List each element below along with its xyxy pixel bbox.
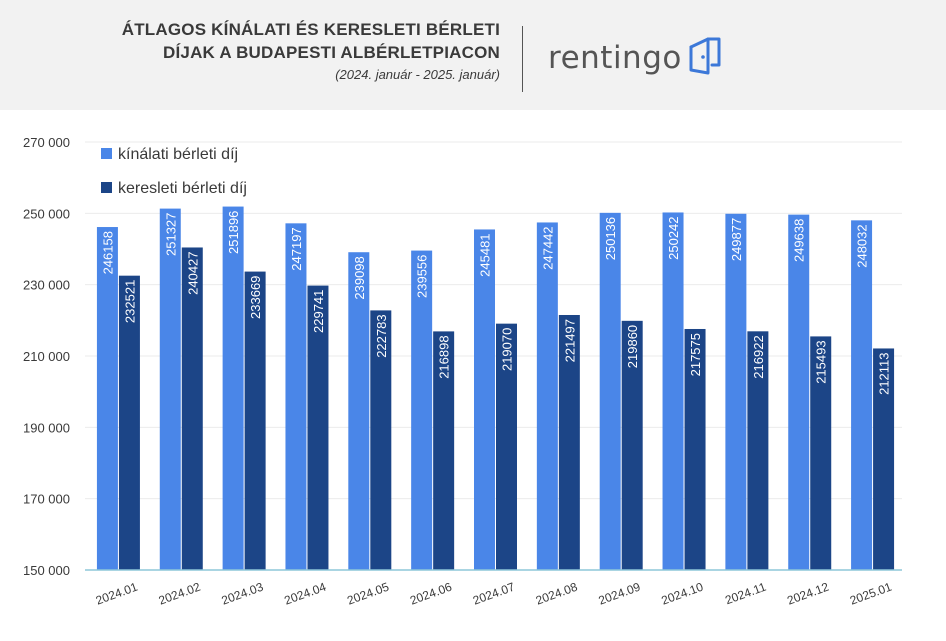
bar-demand (307, 285, 329, 570)
bar-demand (118, 275, 140, 570)
bar-offer (662, 212, 684, 570)
chart-title-line-2: DÍJAK A BUDAPESTI ALBÉRLETPIACON (163, 43, 500, 62)
bar-offer (159, 208, 181, 570)
bar-demand (684, 328, 706, 570)
data-label: 216922 (751, 335, 766, 378)
title-block: ÁTLAGOS KÍNÁLATI ÉS KERESLETI BÉRLETI DÍ… (122, 18, 500, 86)
data-label: 249638 (792, 219, 807, 262)
data-label: 239098 (352, 256, 367, 299)
x-tick-label: 2024.11 (723, 580, 768, 608)
data-label: 233669 (248, 276, 263, 319)
x-tick-label: 2024.07 (471, 580, 517, 608)
data-label: 216898 (437, 335, 452, 378)
header-divider (522, 26, 523, 92)
data-label: 248032 (855, 224, 870, 267)
bar-demand (244, 271, 266, 570)
data-label: 217575 (688, 333, 703, 376)
y-tick-label: 170 000 (23, 492, 70, 507)
legend-label: kínálati bérleti díj (118, 146, 238, 163)
data-label: 215493 (814, 340, 829, 383)
chart-subtitle: (2024. január - 2025. január) (335, 67, 500, 82)
data-label: 229741 (311, 290, 326, 333)
x-tick-label: 2024.01 (94, 580, 140, 608)
data-label: 232521 (122, 280, 137, 323)
x-tick-label: 2024.02 (157, 580, 203, 608)
data-label: 247197 (289, 227, 304, 270)
x-tick-label: 2024.08 (534, 580, 580, 608)
x-tick-label: 2024.05 (345, 580, 391, 608)
data-label: 249877 (729, 218, 744, 261)
data-label: 245481 (478, 233, 493, 276)
bar-demand (810, 336, 832, 570)
data-label: 219070 (500, 328, 515, 371)
y-tick-label: 150 000 (23, 563, 70, 578)
y-tick-label: 190 000 (23, 420, 70, 435)
data-label: 250136 (603, 217, 618, 260)
legend-swatch (101, 148, 112, 159)
bar-demand (433, 331, 455, 570)
door-icon (688, 37, 722, 80)
data-label: 250242 (666, 216, 681, 259)
bar-offer (536, 222, 558, 571)
bar-demand (496, 323, 517, 570)
bar-offer (474, 229, 495, 570)
y-tick-label: 250 000 (23, 206, 70, 221)
y-tick-label: 270 000 (23, 135, 70, 150)
bar-demand (621, 320, 643, 570)
data-label: 222783 (374, 314, 389, 357)
bar-demand (873, 348, 895, 570)
brand-name: rentingo (548, 40, 682, 76)
bar-offer (348, 252, 370, 570)
data-label: 246158 (100, 231, 115, 274)
x-tick-label: 2024.03 (220, 580, 266, 608)
bar-offer (222, 206, 244, 570)
chart-title-line-1: ÁTLAGOS KÍNÁLATI ÉS KERESLETI BÉRLETI (121, 20, 500, 39)
bar-demand (558, 314, 580, 570)
data-label: 240427 (185, 251, 200, 294)
bar-demand (370, 310, 392, 570)
bar-chart: 150 000 170 000 190 000 210 000 230 000 250 0… (23, 135, 902, 608)
data-label: 247442 (540, 226, 555, 269)
bar-offer (285, 223, 307, 570)
data-label: 239556 (415, 255, 430, 298)
legend-label: keresleti bérleti díj (118, 180, 247, 197)
brand-logo: rentingo (548, 37, 722, 80)
x-tick-label: 2024.06 (408, 580, 454, 608)
data-label: 251896 (226, 211, 241, 254)
data-label: 219860 (625, 325, 640, 368)
x-tick-label: 2025.01 (848, 580, 894, 608)
bar-offer (725, 213, 747, 570)
x-tick-label: 2024.12 (785, 580, 831, 608)
header-banner: ÁTLAGOS KÍNÁLATI ÉS KERESLETI BÉRLETI DÍ… (0, 0, 946, 110)
x-tick-label: 2024.09 (597, 580, 643, 608)
bar-offer (851, 220, 873, 570)
bar-offer (788, 214, 810, 571)
bar-offer (96, 227, 118, 570)
x-tick-label: 2024.10 (660, 580, 706, 608)
x-tick-label: 2024.04 (282, 580, 328, 608)
data-label: 251327 (163, 213, 178, 256)
bar-offer (599, 212, 621, 570)
y-tick-label: 230 000 (23, 278, 70, 293)
data-label: 212113 (877, 352, 892, 394)
y-tick-label: 210 000 (23, 349, 70, 364)
legend-swatch (101, 182, 112, 193)
data-label: 221497 (562, 319, 577, 362)
bar-offer (411, 250, 433, 570)
bar-demand (181, 247, 203, 570)
bar-demand (747, 331, 769, 570)
